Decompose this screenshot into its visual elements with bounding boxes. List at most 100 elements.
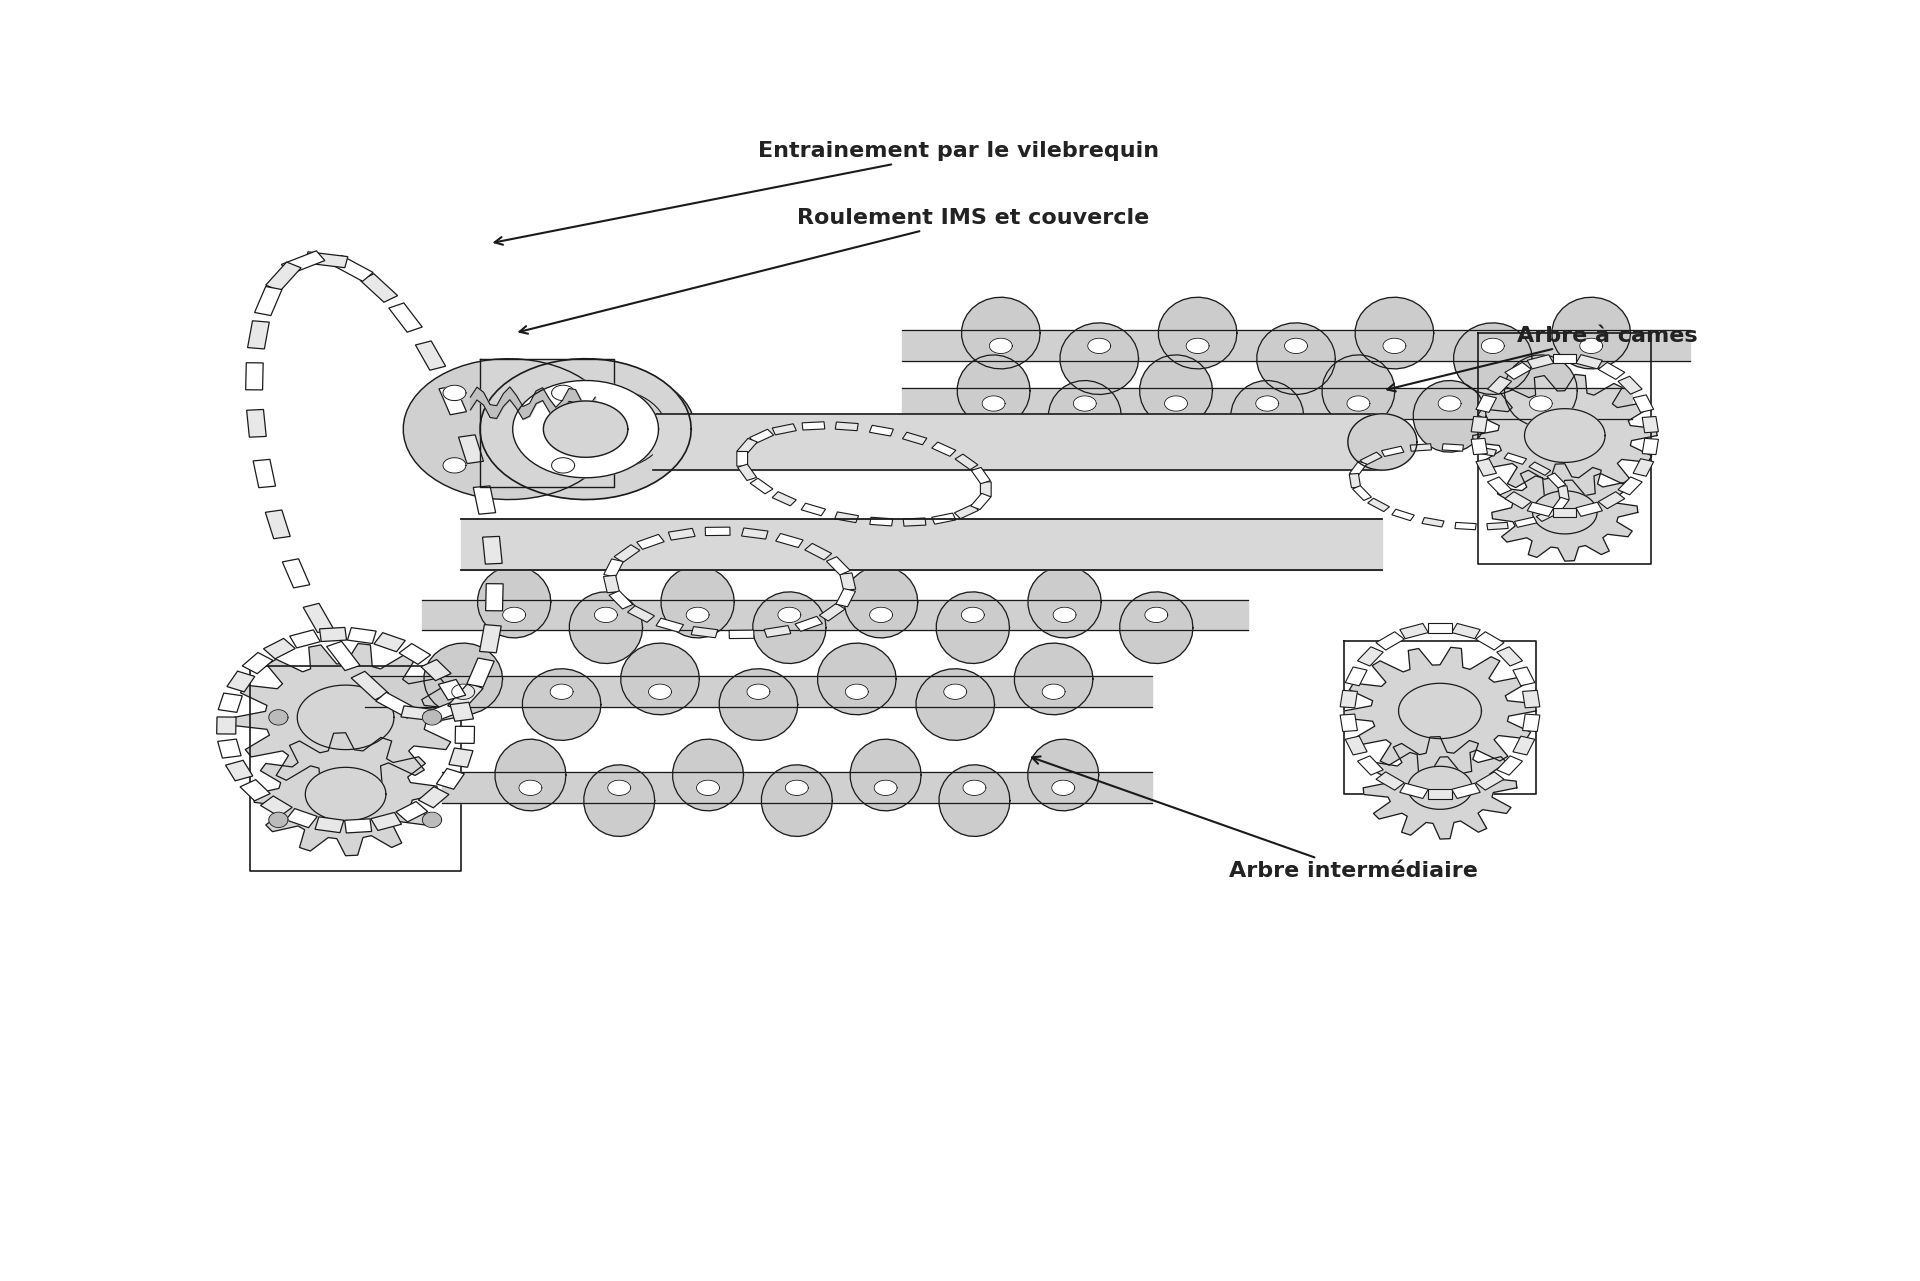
Polygon shape <box>835 512 858 523</box>
Polygon shape <box>1014 643 1092 715</box>
Polygon shape <box>1411 443 1432 451</box>
Polygon shape <box>1413 380 1486 452</box>
Polygon shape <box>305 252 348 268</box>
Polygon shape <box>305 767 386 821</box>
Polygon shape <box>1350 474 1361 488</box>
Polygon shape <box>931 514 956 524</box>
Polygon shape <box>1052 780 1075 796</box>
Polygon shape <box>628 606 655 623</box>
Polygon shape <box>945 684 966 699</box>
Polygon shape <box>803 421 826 430</box>
Polygon shape <box>219 693 242 712</box>
Polygon shape <box>595 607 618 623</box>
Polygon shape <box>246 410 267 437</box>
Polygon shape <box>1165 396 1187 411</box>
Polygon shape <box>1505 355 1578 427</box>
Polygon shape <box>265 510 290 539</box>
Polygon shape <box>939 765 1010 836</box>
Polygon shape <box>845 566 918 638</box>
Polygon shape <box>438 679 467 699</box>
Polygon shape <box>269 813 288 826</box>
Polygon shape <box>1453 323 1532 395</box>
Polygon shape <box>253 460 276 488</box>
Polygon shape <box>1476 772 1503 790</box>
Polygon shape <box>801 503 826 516</box>
Polygon shape <box>737 464 756 480</box>
Polygon shape <box>1428 789 1452 799</box>
Polygon shape <box>1580 338 1603 354</box>
Polygon shape <box>1400 624 1428 639</box>
Polygon shape <box>1513 667 1534 685</box>
Polygon shape <box>937 592 1010 664</box>
Polygon shape <box>1089 338 1110 354</box>
Polygon shape <box>776 533 803 547</box>
Polygon shape <box>954 453 977 470</box>
Polygon shape <box>954 505 979 519</box>
Polygon shape <box>691 626 718 638</box>
Polygon shape <box>319 628 346 642</box>
Polygon shape <box>396 802 428 822</box>
Polygon shape <box>480 625 501 653</box>
Polygon shape <box>637 534 664 550</box>
Polygon shape <box>440 386 467 415</box>
Polygon shape <box>972 493 991 510</box>
Polygon shape <box>931 442 956 456</box>
Polygon shape <box>820 603 845 621</box>
Polygon shape <box>1027 739 1098 811</box>
Polygon shape <box>785 780 808 796</box>
Polygon shape <box>753 592 826 664</box>
Polygon shape <box>1119 592 1192 664</box>
Polygon shape <box>1377 632 1404 649</box>
Polygon shape <box>964 780 987 796</box>
Polygon shape <box>609 591 634 608</box>
Polygon shape <box>751 478 774 494</box>
Polygon shape <box>737 438 756 455</box>
Polygon shape <box>1428 623 1452 633</box>
Polygon shape <box>614 544 639 562</box>
Polygon shape <box>1027 566 1102 638</box>
Polygon shape <box>902 432 927 445</box>
Polygon shape <box>265 263 301 291</box>
Polygon shape <box>1471 416 1488 433</box>
Polygon shape <box>1442 443 1463 451</box>
Polygon shape <box>1528 462 1551 475</box>
Polygon shape <box>298 685 394 749</box>
Polygon shape <box>248 320 269 348</box>
Polygon shape <box>459 434 484 464</box>
Polygon shape <box>1513 737 1534 755</box>
Polygon shape <box>584 765 655 836</box>
Polygon shape <box>685 607 708 623</box>
Polygon shape <box>447 683 484 711</box>
Polygon shape <box>1536 509 1559 521</box>
Polygon shape <box>609 780 630 796</box>
Polygon shape <box>518 780 541 796</box>
Polygon shape <box>1398 683 1482 739</box>
Polygon shape <box>1548 473 1567 488</box>
Polygon shape <box>1158 297 1236 369</box>
Polygon shape <box>1359 452 1382 465</box>
Polygon shape <box>242 652 273 674</box>
Polygon shape <box>620 643 699 715</box>
Polygon shape <box>657 619 684 633</box>
Polygon shape <box>1530 396 1551 411</box>
Polygon shape <box>902 518 925 526</box>
Polygon shape <box>1597 363 1624 379</box>
Polygon shape <box>1498 756 1523 775</box>
Polygon shape <box>1498 647 1523 666</box>
Polygon shape <box>1488 477 1511 494</box>
Polygon shape <box>1505 492 1532 509</box>
Polygon shape <box>1144 607 1167 623</box>
Polygon shape <box>962 297 1041 369</box>
Polygon shape <box>1597 492 1624 509</box>
Text: Entrainement par le vilebrequin: Entrainement par le vilebrequin <box>495 141 1160 245</box>
Polygon shape <box>1392 510 1415 520</box>
Polygon shape <box>449 702 474 721</box>
Polygon shape <box>551 457 574 473</box>
Polygon shape <box>449 748 472 767</box>
Polygon shape <box>1452 624 1480 639</box>
Polygon shape <box>818 643 897 715</box>
Polygon shape <box>351 671 388 699</box>
Polygon shape <box>422 813 442 826</box>
Polygon shape <box>1634 459 1653 477</box>
Polygon shape <box>916 669 995 740</box>
